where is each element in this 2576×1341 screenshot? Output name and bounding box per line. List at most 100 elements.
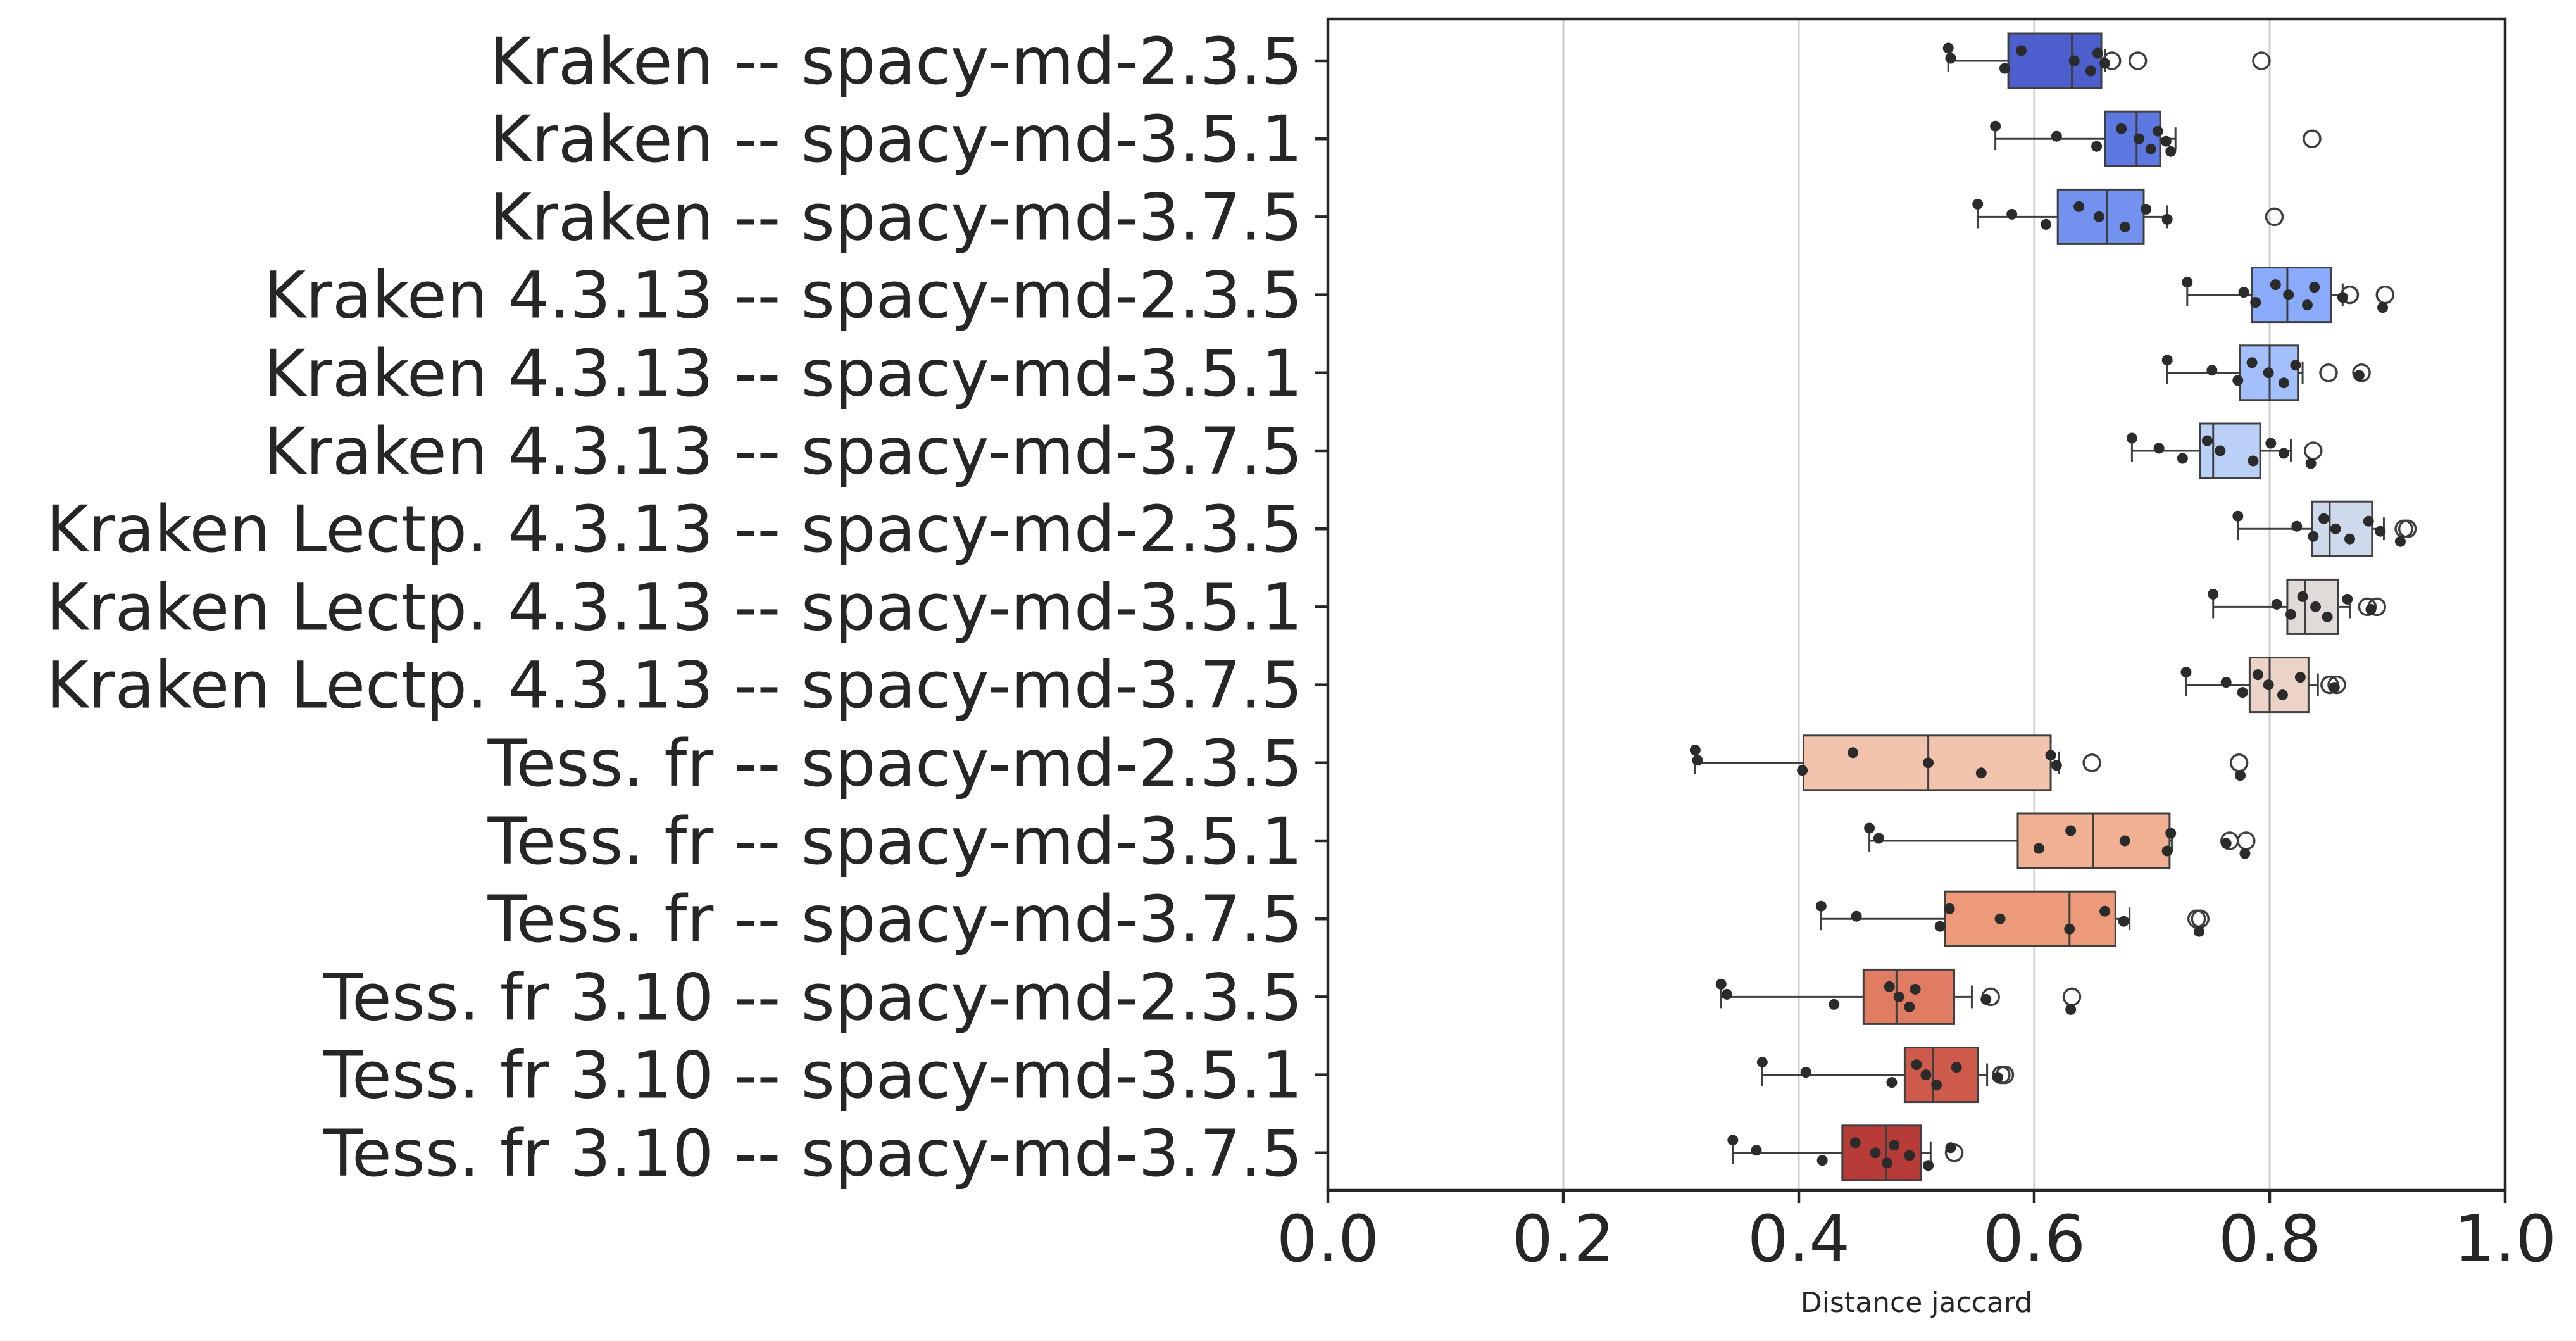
data-point <box>2160 135 2172 147</box>
data-point <box>2238 287 2249 298</box>
outlier-point <box>2062 987 2082 1007</box>
data-point <box>2270 279 2281 291</box>
box-group <box>2182 267 2395 324</box>
box-group <box>2161 344 2371 401</box>
data-point <box>2220 838 2232 849</box>
data-point <box>2329 682 2340 693</box>
x-tick-label: 0.6 <box>1983 1202 2085 1277</box>
data-point <box>2215 445 2226 456</box>
outlier-point <box>2352 363 2371 382</box>
data-point <box>2277 689 2288 701</box>
data-point <box>1816 1155 1828 1166</box>
data-point <box>1848 747 1859 759</box>
data-point <box>1945 53 1956 64</box>
data-point <box>2248 455 2259 467</box>
x-tick-label: 0.2 <box>1512 1202 1615 1277</box>
box-group <box>2232 500 2417 557</box>
data-point <box>2073 201 2085 212</box>
data-point <box>2126 432 2137 444</box>
data-point <box>2294 672 2306 683</box>
data-point <box>1951 1062 1962 1073</box>
data-point <box>2134 133 2145 144</box>
box-iqr <box>1944 890 2116 947</box>
data-point <box>2271 598 2282 610</box>
outlier-point <box>2128 51 2148 70</box>
data-point <box>2263 367 2274 379</box>
data-point <box>2145 143 2156 154</box>
category-label: Kraken 4.3.13 -- spacy-md-3.5.1 <box>263 336 1303 412</box>
outlier-point <box>2375 285 2395 305</box>
data-point <box>1999 63 2010 74</box>
box-group <box>1864 812 2256 869</box>
data-point <box>2283 289 2294 301</box>
data-point <box>1884 981 1895 992</box>
data-point <box>2041 218 2052 230</box>
box-iqr <box>2311 500 2373 557</box>
box-iqr <box>1903 1047 1979 1104</box>
box-group <box>1972 188 2284 245</box>
data-point <box>2278 448 2289 459</box>
data-point <box>1990 120 2001 132</box>
x-axis-label: Distance jaccard <box>1801 1287 2032 1319</box>
category-label: Kraken -- spacy-md-3.5.1 <box>489 102 1303 177</box>
box-group <box>1756 1047 2015 1104</box>
data-point <box>2250 297 2261 308</box>
data-point <box>1893 991 1904 1002</box>
category-label: Tess. fr 3.10 -- spacy-md-3.5.1 <box>323 1038 1303 1114</box>
data-point <box>1942 42 1954 54</box>
data-point <box>1829 998 1840 1010</box>
category-label: Tess. fr 3.10 -- spacy-md-2.3.5 <box>323 960 1303 1035</box>
category-label: Tess. fr -- spacy-md-3.7.5 <box>487 882 1303 957</box>
data-point <box>1934 921 1946 932</box>
data-point <box>2193 926 2204 937</box>
data-point <box>2302 299 2313 311</box>
data-point <box>1904 1001 1915 1012</box>
data-point <box>2305 458 2317 469</box>
x-tick-label: 0.4 <box>1748 1202 1850 1277</box>
data-point <box>2064 923 2075 935</box>
box-group <box>1689 734 2249 791</box>
data-point <box>1920 1069 1932 1081</box>
data-point <box>2291 520 2303 532</box>
box-iqr <box>2199 422 2261 479</box>
data-point <box>2099 58 2111 69</box>
box-layer <box>1689 32 2417 1181</box>
data-point <box>2092 47 2103 59</box>
data-point <box>2119 835 2130 847</box>
data-point <box>2177 453 2188 464</box>
box-iqr <box>2104 110 2161 167</box>
outlier-point <box>2265 207 2284 227</box>
data-point <box>2085 65 2096 77</box>
data-point <box>2033 843 2044 854</box>
category-label: Kraken -- spacy-md-3.7.5 <box>489 180 1303 255</box>
data-point <box>1756 1057 1768 1068</box>
box-group <box>2208 578 2387 635</box>
data-point <box>1797 765 1808 776</box>
data-point <box>2201 435 2213 446</box>
data-point <box>1945 1142 1956 1154</box>
data-point <box>2161 213 2173 225</box>
data-point <box>2263 679 2274 691</box>
box-group <box>1990 110 2322 167</box>
data-point <box>1849 1137 1861 1149</box>
data-point <box>2153 443 2165 454</box>
data-point <box>2152 125 2163 137</box>
data-point <box>1923 757 1934 769</box>
data-point <box>1994 913 2006 924</box>
data-point <box>2265 438 2277 449</box>
category-label: Tess. fr 3.10 -- spacy-md-3.7.5 <box>323 1116 1303 1192</box>
data-point <box>2091 141 2103 152</box>
data-point <box>2297 591 2308 602</box>
data-point <box>2119 221 2130 232</box>
data-point <box>2208 588 2219 600</box>
data-point <box>1815 900 1827 912</box>
data-point <box>1870 1147 1881 1159</box>
data-point <box>2235 770 2246 781</box>
data-point <box>2065 825 2077 836</box>
x-tick-label: 0.0 <box>1277 1202 1379 1277</box>
data-point <box>2165 146 2177 157</box>
data-point <box>1972 198 1984 210</box>
outlier-point <box>2319 363 2338 382</box>
